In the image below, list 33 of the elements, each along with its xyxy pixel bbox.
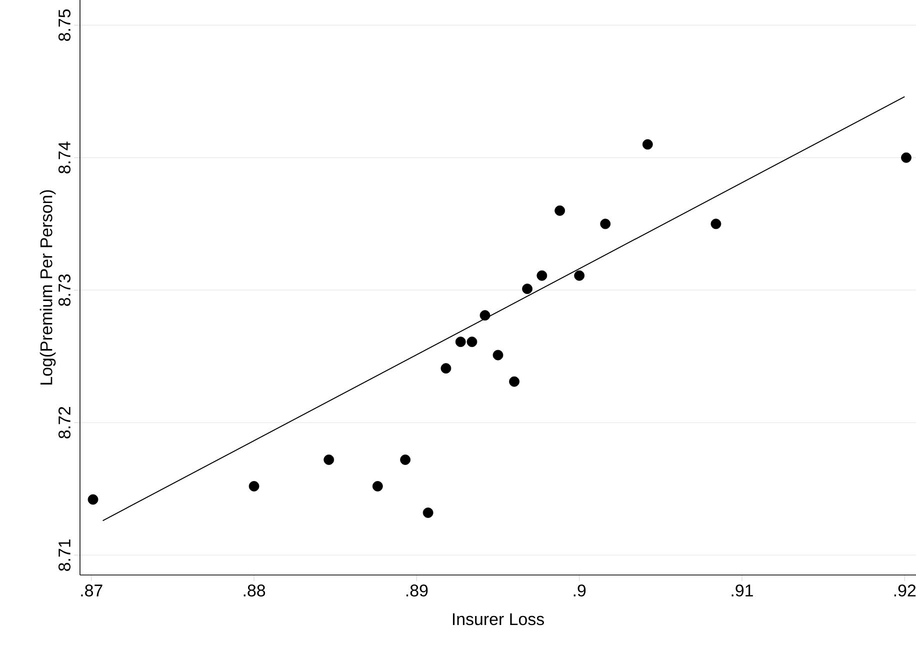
point (509, 376, 520, 387)
point (466, 336, 478, 348)
y-tick-label: 8.73 (58, 274, 70, 306)
point (574, 270, 585, 281)
point (536, 270, 548, 281)
point (324, 454, 334, 465)
y-tick-label: 8.71 (58, 539, 70, 571)
point (492, 350, 504, 360)
y-axis-title: Log(Premium Per Person) (40, 190, 56, 384)
y-tick-label: 8.72 (58, 407, 70, 438)
point (88, 494, 98, 505)
y-tick-label: 8.75 (58, 9, 70, 41)
point (642, 139, 653, 150)
x-tick-label: .9 (574, 584, 586, 597)
point (455, 336, 466, 348)
point (901, 152, 912, 163)
point (400, 454, 410, 465)
x-tick-label: .88 (244, 584, 266, 597)
x-tick-label: .87 (81, 584, 102, 597)
point (422, 508, 434, 518)
point (440, 363, 452, 374)
x-tick-label: .91 (732, 584, 753, 597)
x-axis-title: Insurer Loss (452, 613, 544, 626)
point (554, 205, 566, 216)
point (248, 481, 260, 492)
x-tick-label: .92 (894, 584, 916, 597)
point (600, 218, 611, 230)
point (522, 284, 532, 294)
y-tick-label: 8.74 (58, 142, 70, 174)
point (710, 218, 722, 230)
x-tick-label: .89 (406, 584, 428, 597)
point (480, 310, 490, 321)
point (372, 481, 383, 492)
